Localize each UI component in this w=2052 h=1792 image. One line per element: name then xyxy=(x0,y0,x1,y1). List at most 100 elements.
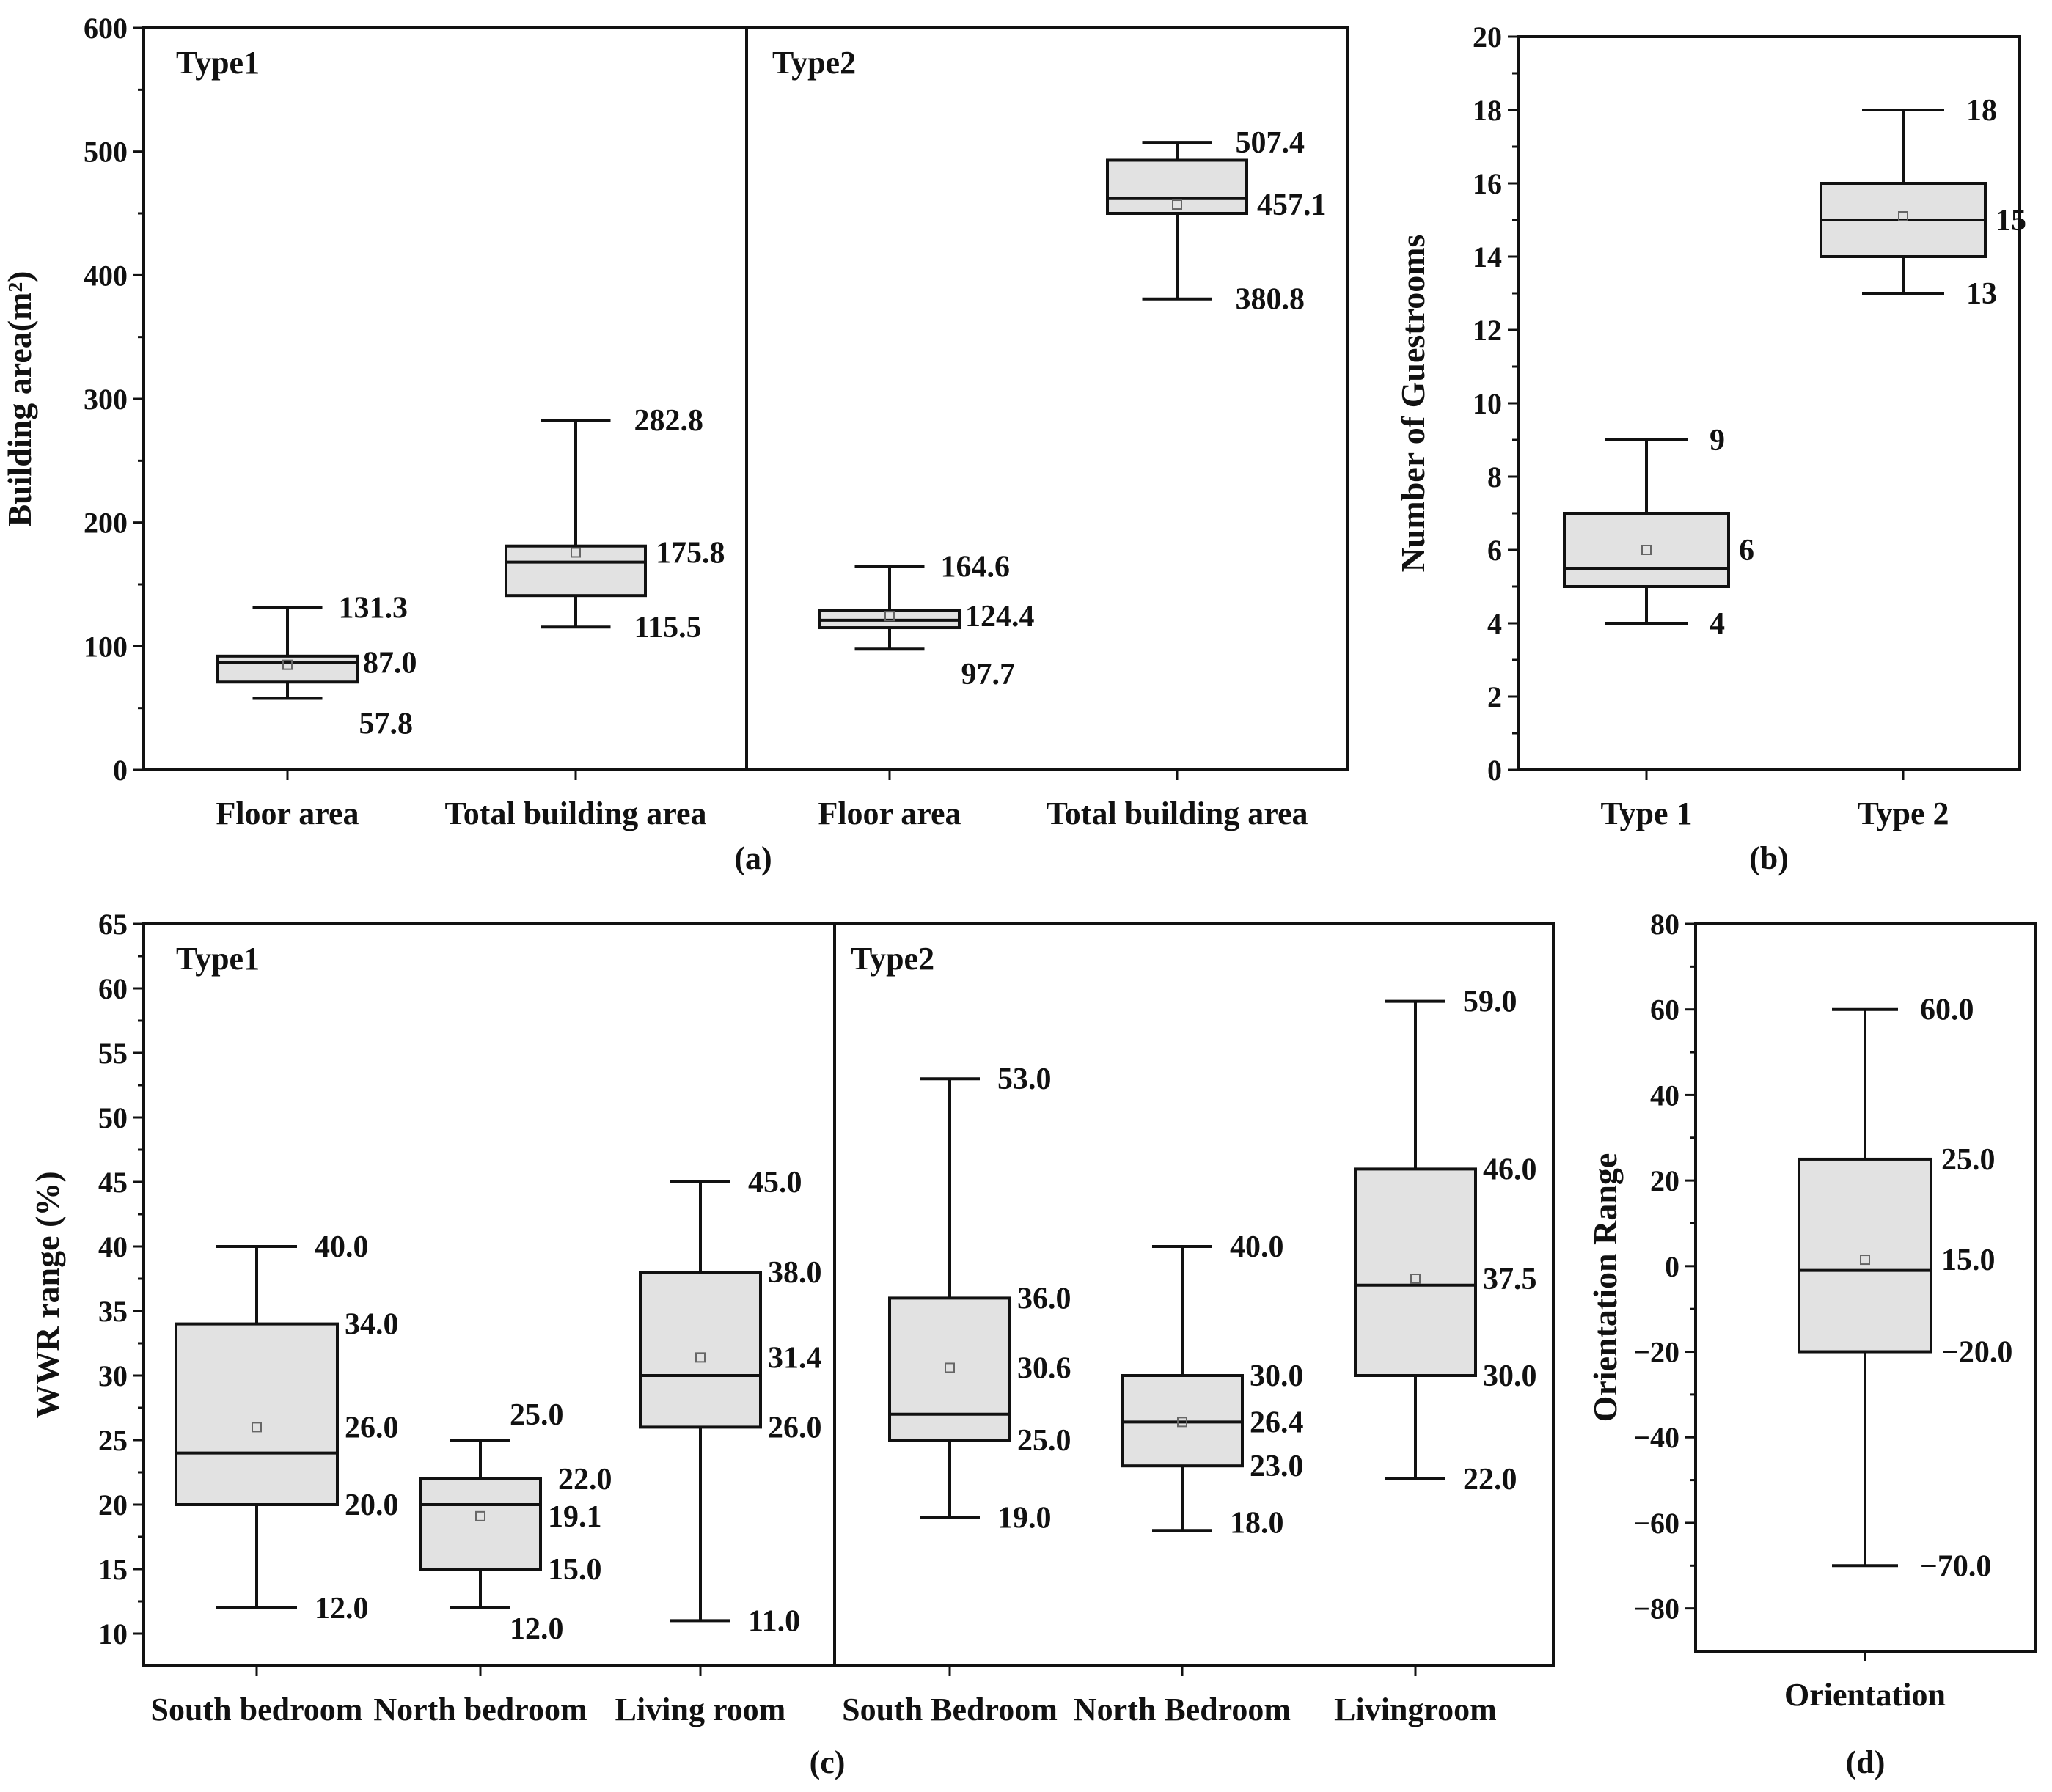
mean-marker xyxy=(695,1352,706,1363)
x-tick-label: Floor area xyxy=(216,796,359,831)
value-label: 380.8 xyxy=(1236,283,1305,317)
y-tick-label: 0 xyxy=(1487,754,1502,787)
box-0-1: 25.0 22.019.1 15.0 12.0 xyxy=(419,1398,612,1646)
y-tick-label: 16 xyxy=(1473,167,1502,200)
box-1-0: 164.6 124.4 97.7 xyxy=(818,550,1035,691)
y-tick-label: 20 xyxy=(1473,21,1502,54)
x-tick-label: Total building area xyxy=(444,796,706,831)
box-1-1: 40.0 30.0 26.4 23.0 18.0 xyxy=(1121,1230,1304,1541)
group-title: Type1 xyxy=(176,45,260,81)
mean-marker xyxy=(475,1510,485,1521)
y-tick-label: 60 xyxy=(1650,994,1679,1027)
mean-marker xyxy=(282,659,293,670)
y-tick-label: 0 xyxy=(113,754,128,787)
value-label: 38.0 xyxy=(768,1256,822,1290)
value-label: 18 xyxy=(1966,94,1997,128)
y-tick-label: 8 xyxy=(1487,460,1502,493)
x-tick-label: Type 1 xyxy=(1600,796,1692,831)
value-label: 59.0 xyxy=(1463,985,1517,1019)
value-label: 12.0 xyxy=(510,1612,564,1646)
y-axis-c: 10 15 20 25 30 35 40 45 50 55 60 65 xyxy=(98,908,144,1650)
value-label: 6 xyxy=(1739,534,1754,568)
value-label: 131.3 xyxy=(339,592,408,625)
value-label: 507.4 xyxy=(1236,126,1305,160)
y-axis-label: WWR range (%) xyxy=(29,1171,66,1418)
value-label: 30.0 xyxy=(1483,1359,1537,1393)
y-axis-label: Building area(m²) xyxy=(1,271,38,526)
plot-frame xyxy=(1517,35,2021,771)
value-label: 4 xyxy=(1710,607,1725,641)
mean-marker xyxy=(884,611,895,622)
value-label: 20.0 xyxy=(345,1488,399,1522)
y-tick-label: 14 xyxy=(1473,240,1502,273)
x-tick-label: North bedroom xyxy=(373,1692,587,1727)
panel-a: Type1 131.3 87.0 57.8 Floor area 282.8 175.8 11… xyxy=(1,26,1349,876)
value-label: 124.4 xyxy=(965,600,1035,634)
value-label: 31.4 xyxy=(768,1341,822,1375)
value-label: −20.0 xyxy=(1941,1336,2012,1370)
value-label: 15 xyxy=(1996,204,2026,238)
y-tick-label: 15 xyxy=(98,1553,128,1586)
y-tick-label: 55 xyxy=(98,1037,128,1070)
y-tick-label: 10 xyxy=(1473,387,1502,420)
mean-marker xyxy=(1641,545,1652,555)
value-label: 57.8 xyxy=(359,708,414,741)
y-tick-label: 0 xyxy=(1665,1250,1679,1283)
box-1-1: 507.4 457.1 380.8 xyxy=(1106,126,1327,317)
iqr-box xyxy=(1563,512,1730,588)
plot-frame xyxy=(142,922,1555,1667)
y-tick-label: −60 xyxy=(1633,1507,1679,1540)
panel-label: (d) xyxy=(1846,1744,1886,1780)
y-axis-b: 0 2 4 6 8 10 12 14 16 18 20 xyxy=(1473,21,1518,787)
value-label: 45.0 xyxy=(748,1166,802,1200)
x-tick-label: Living room xyxy=(615,1692,786,1727)
value-label: 15.0 xyxy=(1941,1244,1996,1277)
mean-marker xyxy=(1410,1274,1421,1284)
value-label: 9 xyxy=(1710,424,1725,458)
y-tick-label: 12 xyxy=(1473,314,1502,347)
panel-b: 9 6 4 Type 1 18 15 13 Type 2 Number of Guestroom… xyxy=(1394,35,2026,876)
value-label: 175.8 xyxy=(656,536,725,570)
box-0-0: 131.3 87.0 57.8 xyxy=(216,592,417,741)
y-tick-label: 300 xyxy=(84,383,128,416)
value-label: 30.6 xyxy=(1017,1351,1071,1385)
value-label: 22.0 xyxy=(558,1463,612,1497)
value-label: 97.7 xyxy=(961,658,1016,691)
y-tick-label: 20 xyxy=(98,1488,128,1521)
iqr-box xyxy=(1106,158,1248,215)
mean-marker xyxy=(1177,1417,1187,1428)
panel-c: Type1 40.0 34.0 26.0 20.0 12.0 South bedroom 25… xyxy=(29,922,1555,1780)
box-0: 60.0 25.0 15.0 −20.0 −70.0 xyxy=(1798,994,2012,1583)
y-axis-label: Orientation Range xyxy=(1586,1153,1624,1422)
x-tick-label: Total building area xyxy=(1046,796,1308,831)
value-label: 15.0 xyxy=(548,1553,602,1587)
y-tick-label: 80 xyxy=(1650,908,1679,941)
value-label: 19.0 xyxy=(997,1502,1052,1535)
x-tick-label: North Bedroom xyxy=(1074,1692,1291,1727)
x-tick-label: Type 2 xyxy=(1857,796,1949,831)
y-tick-label: −20 xyxy=(1633,1336,1679,1369)
y-tick-label: 20 xyxy=(1650,1164,1679,1197)
y-tick-label: 600 xyxy=(84,12,128,45)
value-label: −70.0 xyxy=(1920,1549,1991,1583)
iqr-box xyxy=(505,544,647,598)
box-1-0: 53.0 36.0 30.6 25.0 19.0 xyxy=(888,1062,1071,1535)
iqr-box xyxy=(419,1477,542,1571)
y-tick-label: 6 xyxy=(1487,534,1502,567)
x-tick-label: Livingroom xyxy=(1334,1692,1497,1727)
value-label: 25.0 xyxy=(1941,1143,1996,1177)
y-tick-label: 18 xyxy=(1473,94,1502,127)
value-label: 25.0 xyxy=(1017,1424,1071,1458)
y-axis-a: 0 100 200 300 400 500 600 xyxy=(84,12,144,787)
group-title: Type2 xyxy=(851,941,934,977)
panel-label: (c) xyxy=(810,1744,846,1780)
y-tick-label: 100 xyxy=(84,630,128,663)
mean-marker xyxy=(1860,1255,1870,1266)
box-0-1: 282.8 175.8 115.5 xyxy=(505,404,725,645)
y-tick-label: 40 xyxy=(98,1230,128,1263)
y-tick-label: 50 xyxy=(98,1101,128,1134)
box-0: 9 6 4 xyxy=(1563,424,1754,641)
value-label: 22.0 xyxy=(1463,1463,1517,1497)
y-tick-label: 10 xyxy=(98,1617,128,1650)
value-label: 26.0 xyxy=(768,1411,822,1444)
